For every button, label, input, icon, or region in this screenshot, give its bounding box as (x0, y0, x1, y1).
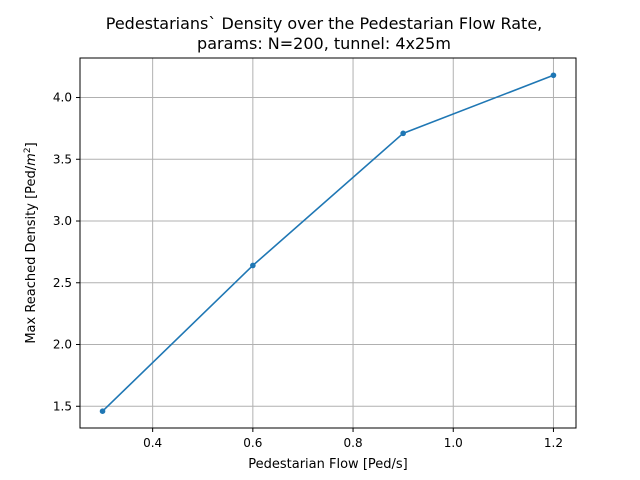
series-line (101, 74, 554, 412)
y-tick-label: 2.0 (53, 338, 72, 352)
data-point (250, 262, 256, 269)
x-axis-label: Pedestarian Flow [Ped/s] (248, 457, 408, 472)
chart-subtitle: params: N=200, tunnel: 4x25m (197, 34, 451, 53)
x-tick-label: 1.0 (444, 436, 463, 450)
data-point (400, 130, 406, 137)
y-axis-label-exponent: 2 (23, 147, 33, 153)
y-tick-label: 3.0 (53, 214, 72, 228)
y-axis-label-suffix: ] (24, 142, 39, 147)
y-tick-label: 2.5 (53, 276, 72, 290)
y-tick-label: 3.5 (53, 152, 72, 166)
y-tick-label: 1.5 (53, 399, 72, 413)
y-axis-label-prefix: Max Reached Density [Ped/ (24, 165, 39, 343)
x-tick-label: 0.8 (344, 436, 363, 450)
x-tick-label: 0.4 (143, 436, 162, 450)
y-axis-label-unit: m (24, 153, 39, 166)
x-tick-label: 0.6 (243, 436, 262, 450)
grid (80, 58, 576, 428)
axes-frame (79, 57, 577, 429)
data-point (99, 408, 106, 415)
y-tick-label: 4.0 (53, 91, 72, 105)
data-point (550, 72, 557, 79)
x-tick-label: 1.2 (544, 436, 563, 450)
ticks: 0.4 0.6 0.8 1.0 1.2 1.5 2.0 2.5 3.0 3.5 4.0 (53, 91, 563, 450)
y-axis-label: Max Reached Density [Ped/m2] (23, 142, 39, 343)
series-layer (99, 72, 557, 415)
chart-title: Pedestarians` Density over the Pedestari… (106, 14, 543, 33)
